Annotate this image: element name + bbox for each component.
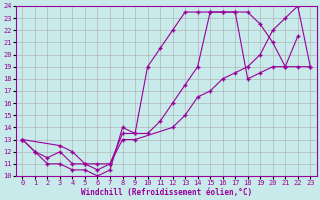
X-axis label: Windchill (Refroidissement éolien,°C): Windchill (Refroidissement éolien,°C) (81, 188, 252, 197)
